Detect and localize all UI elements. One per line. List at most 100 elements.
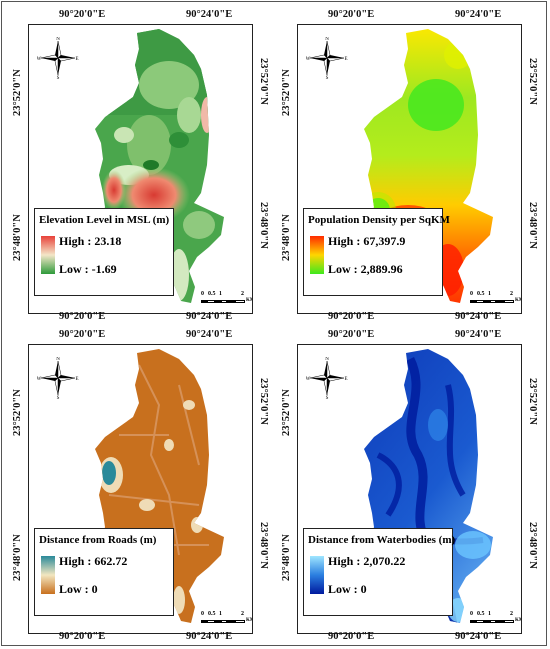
scale-bar: 0 0.5 1 2 KM [470,291,521,311]
legend-title: Distance from Waterbodies (m) [308,534,456,546]
lat-label-right-top: 23°52'0"N [258,58,269,105]
map-frame: N S W E Population Density per SqKM High… [297,24,522,314]
scale-unit: KM [246,298,252,303]
scale-tick: 0 [470,291,473,297]
compass-n: N [56,357,60,362]
north-arrow-icon: N S W E [306,357,348,399]
scale-tick: 2 [241,291,244,297]
lat-label-right-top: 23°52'0"N [527,378,538,425]
legend-high: High : 2,070.22 [328,554,406,568]
compass-w: W [37,377,42,382]
lat-label-right-bottom: 23°48'0"N [527,202,538,249]
scale-bar: 0 0.5 1 2 KM [201,611,252,631]
lon-label-bottom-right: 90°24'0"E [186,631,233,642]
scale-bar: 0 0.5 1 2 KM [470,611,521,631]
scale-tick: 0.5 [477,611,485,617]
scale-tick: 0 [470,611,473,617]
scale-tick: 0.5 [208,291,216,297]
legend-title: Elevation Level in MSL (m) [39,214,170,226]
scale-unit: KM [246,618,252,623]
north-arrow-icon: N S W E [37,37,79,79]
compass-s: S [326,396,329,399]
lon-label-top-left: 90°20'0"E [59,9,106,20]
lat-label-left-top: 23°52'0"N [12,389,23,436]
lon-label-top-left: 90°20'0"E [59,329,106,340]
lat-label-right-bottom: 23°48'0"N [258,202,269,249]
lat-label-right-bottom: 23°48'0"N [258,522,269,569]
lat-label-left-bottom: 23°48'0"N [12,214,23,261]
legend-low: Low : -1.69 [59,262,117,276]
lon-label-top-right: 90°24'0"E [455,9,502,20]
lon-label-top-left: 90°20'0"E [328,9,375,20]
scale-tick: 1 [219,611,222,617]
lon-label-bottom-left: 90°20'0"E [59,311,106,322]
scale-tick: 2 [510,611,513,617]
scale-tick: 2 [510,291,513,297]
legend-low: Low : 2,889.96 [328,262,403,276]
compass-s: S [57,76,60,79]
compass-w: W [306,57,311,62]
scale-unit: KM [515,618,521,623]
lon-label-bottom-left: 90°20'0"E [328,631,375,642]
lon-label-top-right: 90°24'0"E [455,329,502,340]
compass-e: E [75,57,78,62]
legend: Distance from Roads (m) High : 662.72 Lo… [34,528,174,616]
scale-tick: 0.5 [477,291,485,297]
compass-e: E [75,377,78,382]
lon-label-bottom-right: 90°24'0"E [455,311,502,322]
scale-tick: 0 [201,611,204,617]
lat-label-left-bottom: 23°48'0"N [281,214,292,261]
lon-label-top-left: 90°20'0"E [328,329,375,340]
lon-label-bottom-right: 90°24'0"E [186,311,233,322]
scale-tick: 1 [219,291,222,297]
lon-label-top-right: 90°24'0"E [186,329,233,340]
legend: Distance from Waterbodies (m) High : 2,0… [303,528,456,616]
legend-high: High : 662.72 [59,554,128,568]
compass-s: S [57,396,60,399]
compass-e: E [344,377,347,382]
lat-label-right-bottom: 23°48'0"N [527,522,538,569]
legend-high: High : 67,397.9 [328,234,406,248]
legend-color-ramp [41,556,55,594]
scale-tick: 2 [241,611,244,617]
compass-e: E [344,57,347,62]
lon-label-bottom-left: 90°20'0"E [328,311,375,322]
scale-tick: 0.5 [208,611,216,617]
map-frame: N S W E Elevation Level in MSL (m) High … [28,24,253,314]
lat-label-left-bottom: 23°48'0"N [12,534,23,581]
legend: Population Density per SqKM High : 67,39… [303,208,450,296]
lat-label-right-top: 23°52'0"N [258,378,269,425]
legend-title: Population Density per SqKM [308,214,450,226]
compass-w: W [306,377,311,382]
legend-low: Low : 0 [59,582,98,596]
compass-n: N [56,37,60,42]
legend-color-ramp [41,236,55,274]
lat-label-left-top: 23°52'0"N [12,69,23,116]
lon-label-bottom-right: 90°24'0"E [455,631,502,642]
legend-color-ramp [310,556,324,594]
compass-w: W [37,57,42,62]
scale-bar: 0 0.5 1 2 KM [201,291,252,311]
panel-distance-roads: 90°20'0"E 90°24'0"E 23°52'0"N 23°48'0"N … [6,326,275,646]
panel-elevation: 90°20'0"E 90°24'0"E 23°52'0"N 23°48'0"N … [6,6,275,326]
lon-label-bottom-left: 90°20'0"E [59,631,106,642]
north-arrow-icon: N S W E [306,37,348,79]
lon-label-top-right: 90°24'0"E [186,9,233,20]
legend-color-ramp [310,236,324,274]
panel-distance-waterbodies: 90°20'0"E 90°24'0"E 23°52'0"N 23°48'0"N … [275,326,544,646]
compass-n: N [325,357,329,362]
lat-label-left-top: 23°52'0"N [281,389,292,436]
north-arrow-icon: N S W E [37,357,79,399]
legend: Elevation Level in MSL (m) High : 23.18 … [34,208,174,296]
legend-low: Low : 0 [328,582,367,596]
scale-tick: 0 [201,291,204,297]
map-frame: N S W E Distance from Waterbodies (m) Hi… [297,344,522,634]
lat-label-right-top: 23°52'0"N [527,58,538,105]
scale-unit: KM [515,298,521,303]
compass-n: N [325,37,329,42]
compass-s: S [326,76,329,79]
legend-high: High : 23.18 [59,234,122,248]
lat-label-left-bottom: 23°48'0"N [281,534,292,581]
panel-population-density: 90°20'0"E 90°24'0"E 23°52'0"N 23°48'0"N … [275,6,544,326]
